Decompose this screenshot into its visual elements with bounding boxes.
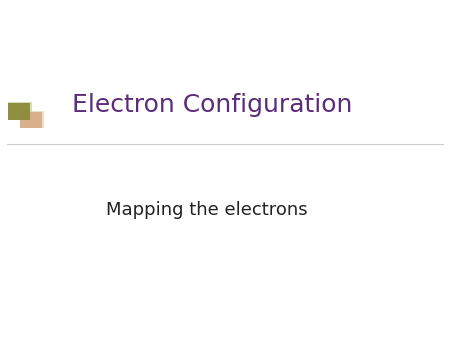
Bar [20, 112, 42, 128]
Bar [8, 102, 32, 120]
Text: Electron Configuration: Electron Configuration [72, 93, 352, 117]
Bar [20, 111, 44, 128]
Text: Mapping the electrons: Mapping the electrons [106, 200, 308, 219]
Bar [8, 103, 30, 120]
